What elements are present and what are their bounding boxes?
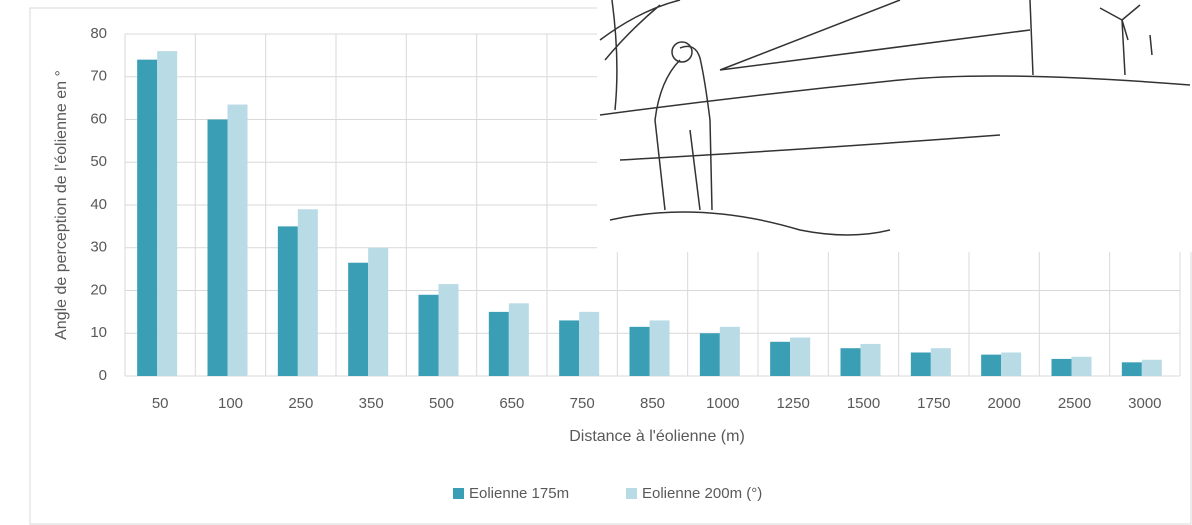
legend-label: Eolienne 200m (°) — [642, 485, 762, 502]
legend-label: Eolienne 175m — [469, 485, 569, 502]
bar — [1071, 356, 1092, 376]
bar — [579, 311, 600, 376]
y-tick-label: 10 — [90, 324, 107, 341]
y-tick-label: 0 — [99, 367, 107, 384]
plot-area: 0 10 20 30 40 50 60 70 80 50 100 250 350 500 650 750 850… — [90, 25, 1181, 412]
sketch-image — [597, 0, 1192, 252]
x-tick-label: 2000 — [987, 395, 1020, 412]
y-tick-label: 80 — [90, 25, 107, 42]
bar — [649, 320, 670, 376]
x-tick-label: 2500 — [1058, 395, 1091, 412]
bar — [418, 294, 439, 376]
bar — [1121, 362, 1142, 376]
bar — [719, 326, 740, 376]
x-tick-label: 850 — [640, 395, 665, 412]
bar — [438, 284, 459, 376]
bar — [930, 348, 951, 376]
x-tick-label: 1500 — [847, 395, 880, 412]
bar — [910, 352, 931, 376]
x-tick-label: 1000 — [706, 395, 739, 412]
bar — [981, 354, 1002, 376]
bar — [1001, 352, 1022, 376]
x-tick-label: 350 — [359, 395, 384, 412]
bar — [860, 343, 881, 376]
bar — [508, 303, 529, 376]
labels: Distance à l'éolienne (m) Angle de perce… — [53, 70, 762, 502]
x-tick-label: 650 — [499, 395, 524, 412]
y-tick-label: 40 — [90, 196, 107, 213]
x-tick-label: 1750 — [917, 395, 950, 412]
x-tick-label: 50 — [152, 395, 169, 412]
y-tick-label: 20 — [90, 281, 107, 298]
x-tick-label: 750 — [570, 395, 595, 412]
bar — [297, 209, 318, 376]
sketch-turbines — [1029, 0, 1153, 76]
sketch-landscape — [599, 0, 1191, 161]
sketch-background — [597, 0, 1192, 252]
y-tick-label: 30 — [90, 239, 107, 256]
y-tick-label: 60 — [90, 110, 107, 127]
bar — [227, 104, 248, 376]
sketch-head — [671, 41, 693, 63]
y-tick-label: 50 — [90, 153, 107, 170]
bar — [1051, 358, 1072, 376]
bar — [699, 333, 720, 376]
bar — [559, 320, 580, 376]
x-tick-label: 1250 — [776, 395, 809, 412]
legend-swatch — [453, 488, 464, 499]
y-axis-label: Angle de perception de l’éolienne en ° — [53, 70, 70, 340]
x-tick-label: 3000 — [1128, 395, 1161, 412]
sketch-tree — [599, 0, 681, 111]
bar — [157, 51, 178, 376]
bar — [840, 348, 861, 376]
bar — [629, 326, 650, 376]
bar — [790, 337, 811, 376]
bar — [488, 311, 509, 376]
bar — [277, 226, 298, 376]
x-tick-label: 100 — [218, 395, 243, 412]
y-tick-label: 70 — [90, 68, 107, 85]
x-axis-label: Distance à l'éolienne (m) — [569, 428, 745, 445]
bar — [1141, 359, 1162, 376]
bar — [770, 341, 791, 376]
legend-swatch — [626, 488, 637, 499]
x-tick-label: 250 — [288, 395, 313, 412]
bar — [348, 262, 369, 376]
bar — [137, 59, 158, 377]
bar — [207, 119, 228, 376]
sketch-ground — [609, 211, 891, 236]
x-tick-label: 500 — [429, 395, 454, 412]
sketch-person — [654, 45, 713, 211]
bar — [368, 247, 389, 376]
